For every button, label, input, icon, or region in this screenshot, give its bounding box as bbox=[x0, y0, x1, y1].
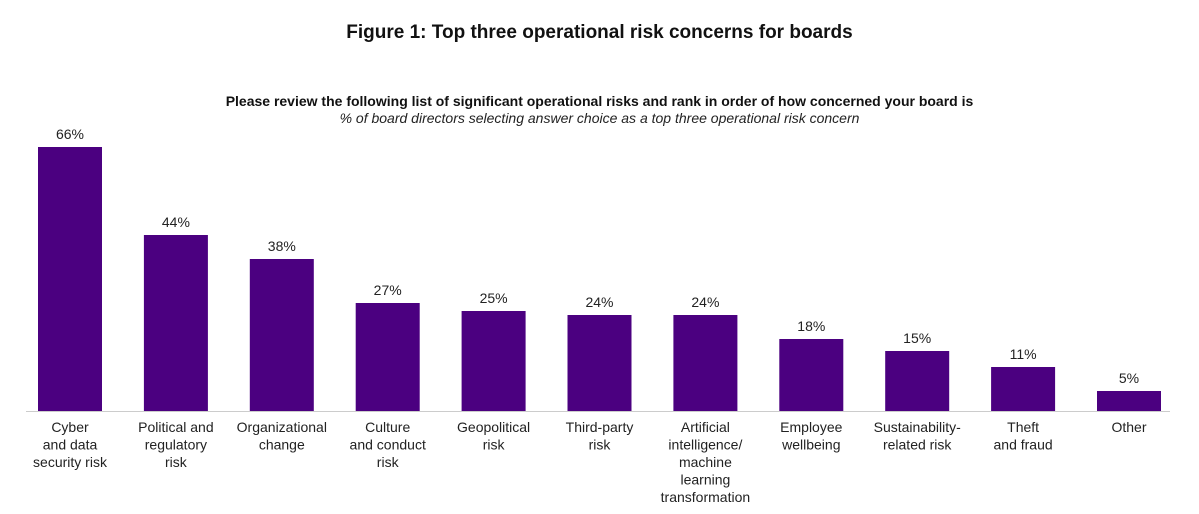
category-label: Sustainability- bbox=[874, 419, 961, 435]
data-label: 18% bbox=[797, 318, 825, 334]
category-label: regulatory bbox=[145, 437, 207, 453]
category-label: risk bbox=[165, 454, 188, 470]
category-label: Organizational bbox=[237, 419, 327, 435]
data-label: 24% bbox=[585, 294, 613, 310]
bar bbox=[1097, 391, 1161, 411]
category-label: risk bbox=[589, 437, 612, 453]
data-label: 15% bbox=[903, 330, 931, 346]
category-label: transformation bbox=[661, 489, 750, 505]
bar bbox=[461, 311, 526, 411]
category-label: related risk bbox=[883, 437, 952, 453]
category-label: Culture bbox=[365, 419, 410, 435]
chart-subtitle: Please review the following list of sign… bbox=[225, 93, 974, 109]
category-label: risk bbox=[377, 454, 400, 470]
category-label: security risk bbox=[33, 454, 108, 470]
data-label: 27% bbox=[374, 282, 402, 298]
data-label: 44% bbox=[162, 214, 190, 230]
category-label: learning bbox=[680, 472, 730, 488]
chart-note: % of board directors selecting answer ch… bbox=[339, 110, 860, 126]
bar bbox=[779, 339, 844, 411]
bar bbox=[567, 315, 632, 411]
category-label: Third-party bbox=[566, 419, 634, 435]
category-label: Cyber bbox=[51, 419, 89, 435]
category-label: risk bbox=[483, 437, 506, 453]
category-label: and fraud bbox=[994, 437, 1053, 453]
category-label: Political and bbox=[138, 419, 214, 435]
data-label: 38% bbox=[268, 238, 296, 254]
category-label: Employee bbox=[780, 419, 842, 435]
category-label: and data bbox=[43, 437, 98, 453]
bar bbox=[673, 315, 738, 411]
data-label: 24% bbox=[691, 294, 719, 310]
category-label: Theft bbox=[1007, 419, 1039, 435]
bar bbox=[143, 235, 208, 411]
bar bbox=[38, 147, 102, 411]
category-label: machine bbox=[679, 454, 732, 470]
category-label: Other bbox=[1111, 419, 1146, 435]
data-label: 25% bbox=[480, 290, 508, 306]
category-label: intelligence/ bbox=[668, 437, 742, 453]
category-label: Geopolitical bbox=[457, 419, 530, 435]
data-label: 66% bbox=[56, 126, 84, 142]
category-label: and conduct bbox=[350, 437, 426, 453]
chart-title: Figure 1: Top three operational risk con… bbox=[346, 22, 853, 43]
data-label: 5% bbox=[1119, 370, 1139, 386]
category-label: change bbox=[259, 437, 305, 453]
data-label: 11% bbox=[1010, 346, 1037, 362]
category-label: Artificial bbox=[681, 419, 730, 435]
bar bbox=[249, 259, 314, 411]
bar bbox=[991, 367, 1056, 411]
bar bbox=[355, 303, 420, 411]
category-label: wellbeing bbox=[781, 437, 840, 453]
bar bbox=[885, 351, 950, 411]
